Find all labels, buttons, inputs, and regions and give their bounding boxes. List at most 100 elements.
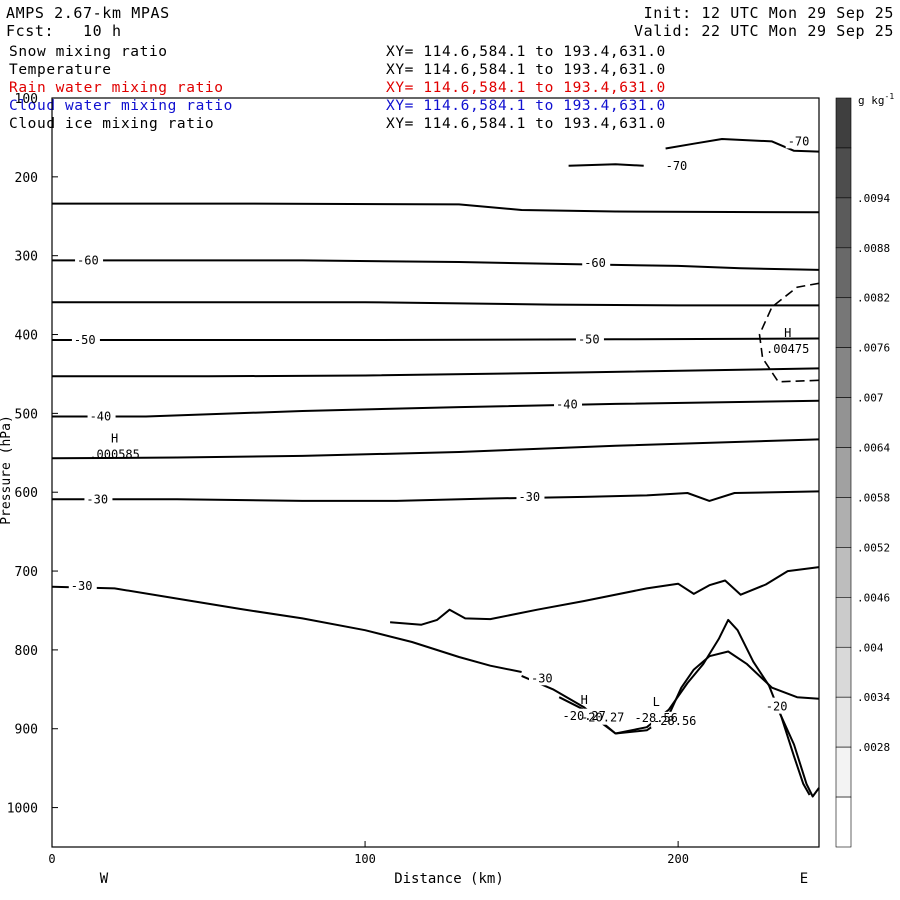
temperature-contour <box>568 163 644 167</box>
colorbar-label: .007 <box>857 392 884 405</box>
contour-label-bg <box>71 331 100 348</box>
colorbar-swatch <box>835 397 852 448</box>
forecast-hour: Fcst: 10 h <box>6 22 122 40</box>
contour-label: -70 <box>666 159 688 173</box>
x-tick-label: 100 <box>354 852 376 866</box>
colorbar-swatch <box>835 197 852 249</box>
colorbar-label: .0088 <box>857 242 890 255</box>
contour-label-bg <box>785 132 814 149</box>
contour-label-bg <box>582 253 611 270</box>
contour-label-bg <box>579 708 632 725</box>
y-tick-label: 800 <box>15 644 38 659</box>
legend-xy: XY= 114.6,584.1 to 193.4,631.0 <box>386 80 666 96</box>
contour-label-bg <box>68 577 97 594</box>
contour-label-bg <box>651 711 704 728</box>
colorbar-label: .004 <box>857 641 884 654</box>
contour-label: -30 <box>71 579 93 593</box>
extremum-value: -20.27 <box>563 709 606 723</box>
contour-label-bg <box>763 697 792 714</box>
colorbar-label: .0082 <box>857 292 890 305</box>
contour-label: -60 <box>77 253 99 267</box>
contour-label-bg <box>554 395 583 412</box>
colorbar-swatch <box>835 497 852 548</box>
contour-label-bg <box>84 490 113 507</box>
valid-time: Valid: 22 UTC Mon 29 Sep 25 <box>633 22 894 40</box>
temperature-contour <box>52 301 819 307</box>
legend-field: Rain water mixing ratio <box>9 80 224 96</box>
east-label: E <box>800 871 808 887</box>
temperature-contour <box>51 585 522 673</box>
y-tick-label: 1000 <box>7 802 38 817</box>
colorbar-label: .0076 <box>857 342 890 355</box>
y-tick-label: 300 <box>15 250 38 265</box>
colorbar-label: .0046 <box>857 591 890 604</box>
contour-label: -70 <box>788 134 810 148</box>
legend-field: Cloud ice mixing ratio <box>9 116 215 132</box>
colorbar-swatch <box>835 447 852 498</box>
legend-field: Temperature <box>9 62 112 78</box>
y-tick-label: 700 <box>15 565 38 580</box>
temperature-contour <box>52 337 820 341</box>
temperature-contour <box>52 202 820 214</box>
contour-label-bg <box>87 407 116 424</box>
contour-label: -40 <box>90 410 112 424</box>
contour-label: -30 <box>86 492 108 506</box>
contour-label: -50 <box>578 332 600 346</box>
temperature-contour <box>665 138 820 153</box>
init-time: Init: 12 UTC Mon 29 Sep 25 <box>643 4 894 22</box>
legend-field: Snow mixing ratio <box>9 44 168 60</box>
temperature-contour <box>52 367 820 378</box>
colorbar-swatch <box>835 297 852 348</box>
y-tick-label: 600 <box>15 486 38 501</box>
contour-label: -20.27 <box>581 711 624 725</box>
x-axis-label: Distance (km) <box>394 871 504 887</box>
contour-label-bg <box>663 156 692 173</box>
y-tick-label: 200 <box>15 171 38 186</box>
y-tick-label: 400 <box>15 329 38 344</box>
extremum-value: -28.56 <box>635 711 678 725</box>
colorbar-label: .0028 <box>857 741 890 754</box>
colorbar-unit: g kg-1 <box>858 92 894 107</box>
contour-label: -60 <box>584 256 606 270</box>
west-label: W <box>100 871 109 887</box>
colorbar-swatch <box>835 347 852 398</box>
colorbar-swatch <box>835 147 852 199</box>
contour-label-bg <box>528 669 557 686</box>
colorbar-label: .0094 <box>857 192 890 205</box>
contour-label: -50 <box>74 333 96 347</box>
model-title: AMPS 2.67-km MPAS <box>6 4 170 22</box>
extremum-marker: H <box>581 693 588 707</box>
y-tick-label: 100 <box>15 92 38 107</box>
colorbar-label: .0064 <box>857 442 890 455</box>
colorbar-label: .0058 <box>857 491 890 504</box>
legend-xy: XY= 114.6,584.1 to 193.4,631.0 <box>386 62 666 78</box>
extremum-value: .000585 <box>89 447 140 461</box>
temperature-contour <box>52 399 820 418</box>
contour-label-bg <box>575 330 604 347</box>
y-tick-label: 900 <box>15 723 38 738</box>
contour-label: -30 <box>531 671 553 685</box>
colorbar-swatch <box>835 97 852 149</box>
legend-xy: XY= 114.6,584.1 to 193.4,631.0 <box>386 44 666 60</box>
contour-label: -20 <box>766 700 788 714</box>
legend-field: Cloud water mixing ratio <box>9 98 233 114</box>
extremum-marker: H <box>111 431 118 445</box>
legend-xy: XY= 114.6,584.1 to 193.4,631.0 <box>386 116 666 132</box>
colorbar-swatch <box>835 547 852 598</box>
colorbar-swatch <box>835 696 852 748</box>
temperature-contour <box>558 618 811 796</box>
colorbar-label: .0052 <box>857 541 890 554</box>
y-tick-label: 500 <box>15 407 38 422</box>
colorbar-swatch <box>835 597 852 648</box>
y-axis-label: Pressure (hPa) <box>0 415 14 525</box>
temperature-contour <box>52 490 820 502</box>
colorbar-swatch <box>835 247 852 299</box>
colorbar: .0094 .0088 .0082 .0076 .007 .0064 .0058 .0052.… <box>835 97 890 848</box>
colorbar-swatch <box>835 646 852 698</box>
contour-label: -40 <box>556 398 578 412</box>
contour-label-bg <box>516 487 545 504</box>
x-tick-label: 0 <box>48 852 55 866</box>
legend-xy: XY= 114.6,584.1 to 193.4,631.0 <box>386 98 666 114</box>
colorbar-label: .0034 <box>857 691 890 704</box>
extremum-marker: L <box>653 695 660 709</box>
